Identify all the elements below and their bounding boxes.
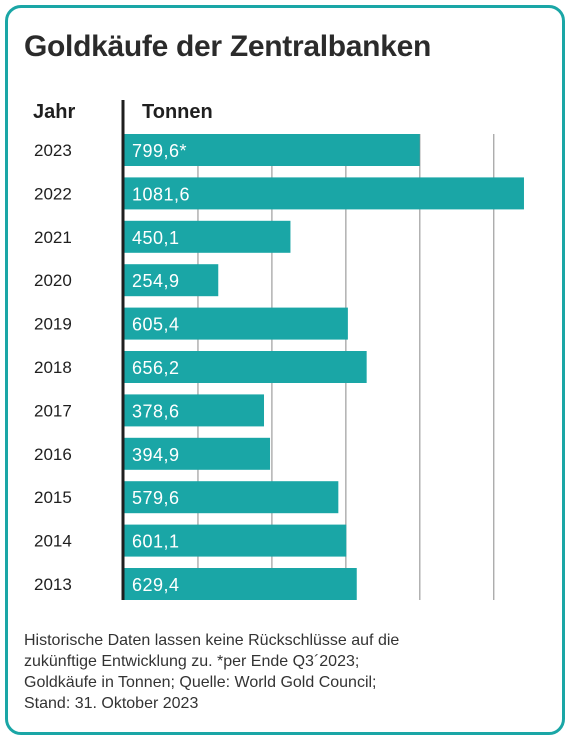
chart-title: Goldkäufe der Zentralbanken bbox=[24, 30, 431, 63]
bar-value-label: 799,6* bbox=[132, 141, 187, 161]
bar-value-label: 378,6 bbox=[132, 401, 180, 421]
year-label: 2023 bbox=[34, 141, 72, 160]
bar bbox=[124, 437, 271, 470]
footnote-line: Historische Daten lassen keine Rückschlü… bbox=[24, 632, 400, 649]
bar bbox=[124, 177, 524, 210]
footnote: Historische Daten lassen keine Rückschlü… bbox=[24, 630, 544, 714]
bar bbox=[124, 524, 347, 557]
bar bbox=[124, 351, 367, 383]
year-label: 2021 bbox=[34, 228, 72, 247]
footnote-line: Goldkäufe in Tonnen; Quelle: World Gold … bbox=[24, 674, 377, 691]
year-label: 2022 bbox=[34, 184, 72, 203]
bar bbox=[124, 134, 420, 166]
bar-value-label: 1081,6 bbox=[132, 184, 190, 204]
year-label: 2014 bbox=[34, 532, 72, 551]
year-label: 2018 bbox=[34, 358, 72, 377]
bar bbox=[124, 307, 348, 340]
bar-value-label: 579,6 bbox=[132, 488, 180, 508]
bar bbox=[124, 394, 265, 427]
value-column-header: Tonnen bbox=[142, 101, 213, 123]
bar bbox=[124, 264, 219, 297]
year-label: 2015 bbox=[34, 488, 72, 507]
year-label: 2020 bbox=[34, 271, 72, 290]
bar-value-label: 394,9 bbox=[132, 445, 180, 465]
year-label: 2013 bbox=[34, 575, 72, 594]
year-label: 2016 bbox=[34, 445, 72, 464]
bar bbox=[124, 568, 357, 600]
year-column-header: Jahr bbox=[33, 101, 76, 123]
year-label: 2017 bbox=[34, 401, 72, 420]
bar-value-label: 656,2 bbox=[132, 358, 180, 378]
bar-value-label: 605,4 bbox=[132, 315, 180, 335]
footnote-line: Stand: 31. Oktober 2023 bbox=[24, 695, 199, 712]
bar-value-label: 254,9 bbox=[132, 271, 180, 291]
footnote-line: zukünftige Entwicklung zu. *per Ende Q3´… bbox=[24, 653, 360, 670]
bar bbox=[124, 481, 339, 514]
bar-value-label: 450,1 bbox=[132, 228, 180, 248]
bar-value-label: 629,4 bbox=[132, 575, 180, 595]
bar-value-label: 601,1 bbox=[132, 532, 180, 552]
year-label: 2019 bbox=[34, 315, 72, 334]
bar bbox=[124, 220, 291, 253]
